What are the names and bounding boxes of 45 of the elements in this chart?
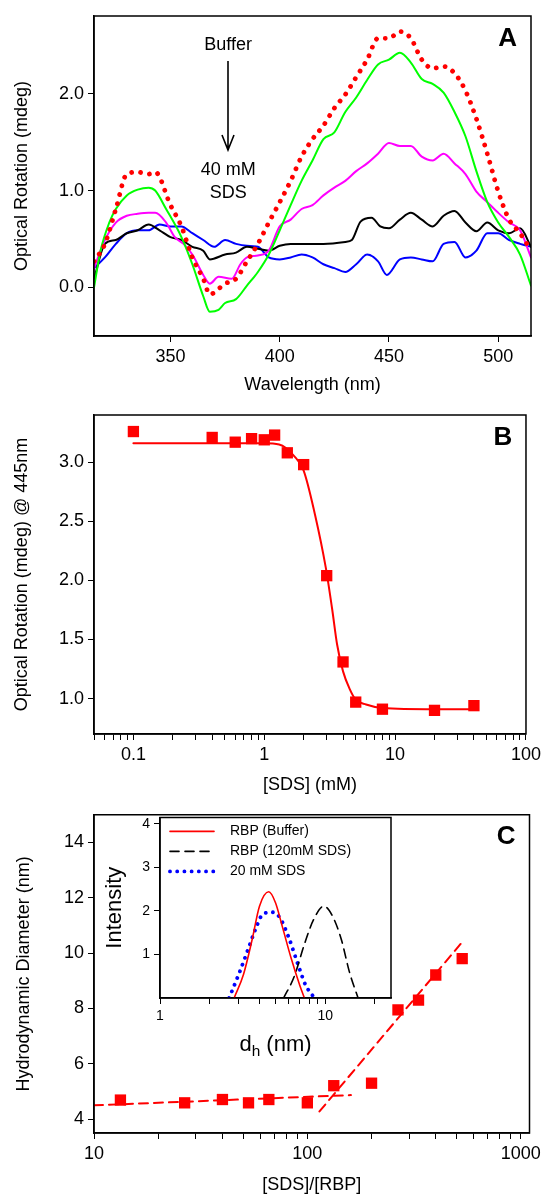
x-tick-label: 1000	[500, 1142, 541, 1163]
legend-label: RBP (Buffer)	[230, 822, 309, 839]
y-tick-label: 1.0	[58, 687, 84, 708]
x-axis-title: [SDS] (mM)	[263, 773, 357, 794]
y-axis-title: Intensity	[101, 866, 127, 949]
y-tick-label: 10	[63, 942, 84, 963]
y-axis-title: Hydrodynamic Diameter (nm)	[12, 856, 33, 1092]
y-tick-label: 2.0	[58, 82, 84, 103]
x-tick-label: 400	[264, 345, 295, 366]
line-series	[94, 223, 531, 276]
y-tick-label: 6	[73, 1052, 84, 1073]
legend-label: RBP (120mM SDS)	[230, 842, 352, 859]
y-tick-label: 4	[73, 1108, 84, 1129]
y-tick-label: 1.0	[58, 179, 84, 200]
x-tick-label: 100	[510, 743, 542, 764]
y-tick-label: 3.0	[58, 451, 84, 472]
y-tick-label: 8	[73, 997, 84, 1018]
annotation: A	[498, 21, 518, 52]
line-series	[94, 142, 531, 285]
x-tick-label: 500	[483, 345, 514, 366]
y-axis-title: Optical Rotation (mdeg)	[10, 80, 31, 272]
x-axis-title: [SDS]/[RBP]	[262, 1173, 362, 1194]
annotation: C	[496, 820, 516, 851]
y-tick-label: 1.5	[58, 628, 84, 649]
legend-label: 20 mM SDS	[230, 862, 306, 879]
y-axis-title: Optical Rotation (mdeg) @ 445nm	[10, 437, 31, 712]
x-tick-label: 100	[292, 1142, 323, 1163]
y-tick-label: 1	[142, 945, 151, 962]
x-tick-label: 0.1	[120, 743, 146, 764]
annotation: Buffer	[204, 33, 253, 54]
y-tick-label: 2.0	[58, 569, 84, 590]
y-tick-label: 2.5	[58, 510, 84, 531]
x-tick-label: 450	[373, 345, 404, 366]
y-tick-label: 0.0	[58, 276, 84, 297]
y-tick-label: 14	[63, 831, 84, 852]
x-tick-label: 10	[385, 743, 406, 764]
y-tick-label: 12	[63, 886, 84, 907]
annotation: 40 mM SDS	[200, 158, 256, 202]
x-tick-label: 1	[259, 743, 270, 764]
x-axis-title: Wavelength (nm)	[244, 373, 381, 394]
annotation: B	[493, 421, 513, 452]
y-tick-label: 2	[142, 901, 151, 918]
y-tick-label: 3	[142, 858, 151, 875]
y-tick-label: 4	[142, 814, 151, 831]
x-tick-label: 350	[155, 345, 186, 366]
